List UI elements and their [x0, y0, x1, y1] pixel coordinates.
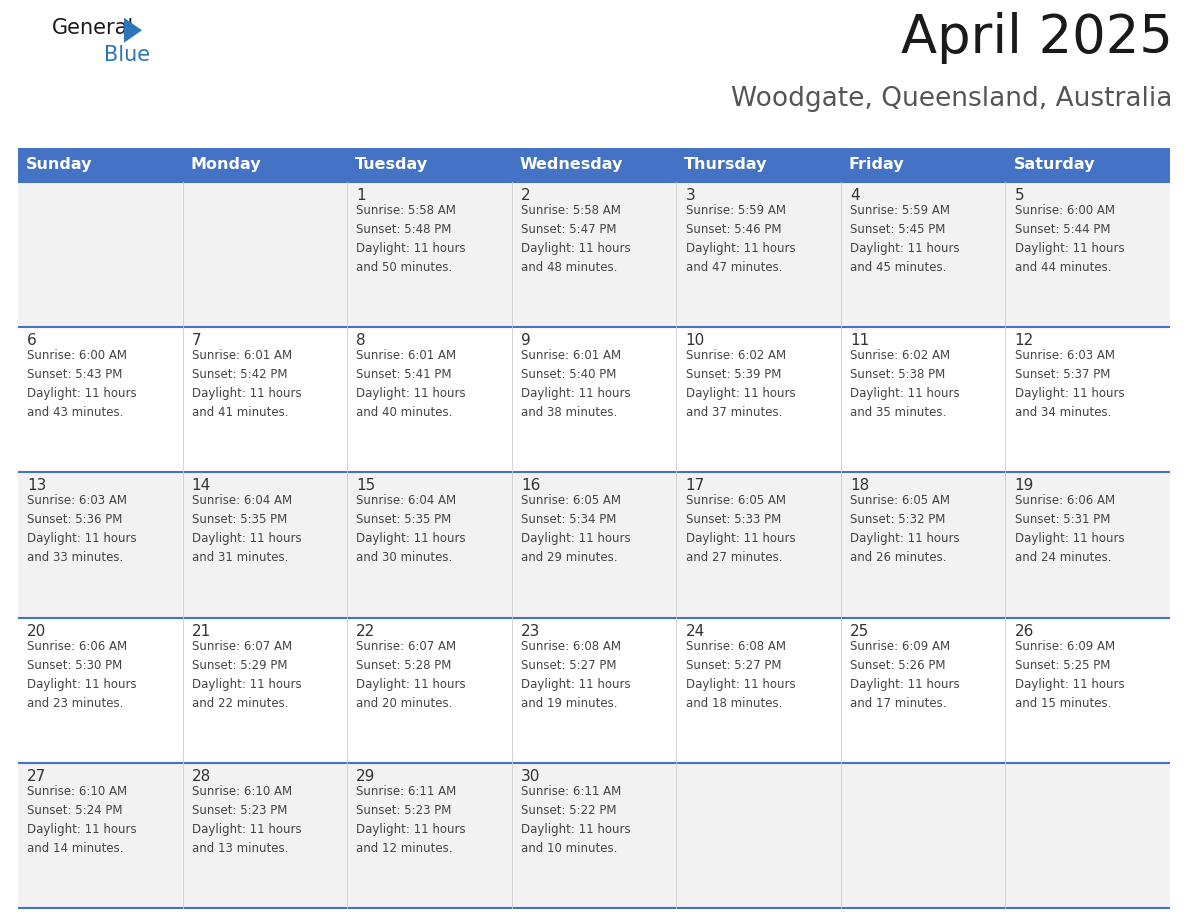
Text: 15: 15	[356, 478, 375, 494]
Text: Monday: Monday	[190, 158, 261, 173]
Text: Sunrise: 6:05 AM
Sunset: 5:33 PM
Daylight: 11 hours
and 27 minutes.: Sunrise: 6:05 AM Sunset: 5:33 PM Dayligh…	[685, 495, 795, 565]
Bar	[18, 182, 1170, 327]
Text: General: General	[52, 17, 134, 38]
Text: Sunrise: 6:02 AM
Sunset: 5:38 PM
Daylight: 11 hours
and 35 minutes.: Sunrise: 6:02 AM Sunset: 5:38 PM Dayligh…	[851, 349, 960, 420]
Text: Sunrise: 6:11 AM
Sunset: 5:23 PM
Daylight: 11 hours
and 12 minutes.: Sunrise: 6:11 AM Sunset: 5:23 PM Dayligh…	[356, 785, 466, 855]
Text: 9: 9	[520, 333, 531, 348]
Text: 19: 19	[1015, 478, 1034, 494]
Text: Sunrise: 6:08 AM
Sunset: 5:27 PM
Daylight: 11 hours
and 18 minutes.: Sunrise: 6:08 AM Sunset: 5:27 PM Dayligh…	[685, 640, 795, 710]
Bar	[183, 148, 347, 182]
Text: 3: 3	[685, 188, 695, 203]
Text: Sunrise: 6:10 AM
Sunset: 5:24 PM
Daylight: 11 hours
and 14 minutes.: Sunrise: 6:10 AM Sunset: 5:24 PM Dayligh…	[27, 785, 137, 855]
Text: 1: 1	[356, 188, 366, 203]
Bar	[512, 148, 676, 182]
Text: 12: 12	[1015, 333, 1034, 348]
Text: Sunrise: 6:03 AM
Sunset: 5:37 PM
Daylight: 11 hours
and 34 minutes.: Sunrise: 6:03 AM Sunset: 5:37 PM Dayligh…	[1015, 349, 1124, 420]
Text: 4: 4	[851, 188, 860, 203]
Text: Sunrise: 5:59 AM
Sunset: 5:45 PM
Daylight: 11 hours
and 45 minutes.: Sunrise: 5:59 AM Sunset: 5:45 PM Dayligh…	[851, 204, 960, 274]
Text: 14: 14	[191, 478, 211, 494]
Text: Sunrise: 6:09 AM
Sunset: 5:26 PM
Daylight: 11 hours
and 17 minutes.: Sunrise: 6:09 AM Sunset: 5:26 PM Dayligh…	[851, 640, 960, 710]
Bar	[18, 473, 1170, 618]
Text: Sunrise: 5:58 AM
Sunset: 5:47 PM
Daylight: 11 hours
and 48 minutes.: Sunrise: 5:58 AM Sunset: 5:47 PM Dayligh…	[520, 204, 631, 274]
Text: 16: 16	[520, 478, 541, 494]
Bar	[347, 148, 512, 182]
Text: 2: 2	[520, 188, 531, 203]
Text: Woodgate, Queensland, Australia: Woodgate, Queensland, Australia	[731, 86, 1173, 112]
Text: April 2025: April 2025	[901, 12, 1173, 64]
Text: 29: 29	[356, 769, 375, 784]
Text: Sunrise: 6:07 AM
Sunset: 5:28 PM
Daylight: 11 hours
and 20 minutes.: Sunrise: 6:07 AM Sunset: 5:28 PM Dayligh…	[356, 640, 466, 710]
Text: 26: 26	[1015, 623, 1034, 639]
Text: Sunrise: 6:11 AM
Sunset: 5:22 PM
Daylight: 11 hours
and 10 minutes.: Sunrise: 6:11 AM Sunset: 5:22 PM Dayligh…	[520, 785, 631, 855]
Text: 20: 20	[27, 623, 46, 639]
Text: Sunrise: 6:00 AM
Sunset: 5:44 PM
Daylight: 11 hours
and 44 minutes.: Sunrise: 6:00 AM Sunset: 5:44 PM Dayligh…	[1015, 204, 1124, 274]
Polygon shape	[124, 17, 143, 43]
Text: Sunrise: 6:01 AM
Sunset: 5:40 PM
Daylight: 11 hours
and 38 minutes.: Sunrise: 6:01 AM Sunset: 5:40 PM Dayligh…	[520, 349, 631, 420]
Bar	[1005, 148, 1170, 182]
Bar	[18, 148, 183, 182]
Text: Tuesday: Tuesday	[355, 158, 429, 173]
Text: Wednesday: Wednesday	[520, 158, 624, 173]
Text: Sunrise: 6:08 AM
Sunset: 5:27 PM
Daylight: 11 hours
and 19 minutes.: Sunrise: 6:08 AM Sunset: 5:27 PM Dayligh…	[520, 640, 631, 710]
Text: 11: 11	[851, 333, 870, 348]
Bar	[676, 148, 841, 182]
Text: Sunrise: 6:01 AM
Sunset: 5:41 PM
Daylight: 11 hours
and 40 minutes.: Sunrise: 6:01 AM Sunset: 5:41 PM Dayligh…	[356, 349, 466, 420]
Text: 22: 22	[356, 623, 375, 639]
Text: Sunrise: 6:05 AM
Sunset: 5:32 PM
Daylight: 11 hours
and 26 minutes.: Sunrise: 6:05 AM Sunset: 5:32 PM Dayligh…	[851, 495, 960, 565]
Bar	[18, 763, 1170, 908]
Text: 28: 28	[191, 769, 211, 784]
Text: Sunday: Sunday	[26, 158, 93, 173]
Text: Sunrise: 6:05 AM
Sunset: 5:34 PM
Daylight: 11 hours
and 29 minutes.: Sunrise: 6:05 AM Sunset: 5:34 PM Dayligh…	[520, 495, 631, 565]
Text: Sunrise: 6:02 AM
Sunset: 5:39 PM
Daylight: 11 hours
and 37 minutes.: Sunrise: 6:02 AM Sunset: 5:39 PM Dayligh…	[685, 349, 795, 420]
Text: Sunrise: 6:03 AM
Sunset: 5:36 PM
Daylight: 11 hours
and 33 minutes.: Sunrise: 6:03 AM Sunset: 5:36 PM Dayligh…	[27, 495, 137, 565]
Text: Sunrise: 6:06 AM
Sunset: 5:31 PM
Daylight: 11 hours
and 24 minutes.: Sunrise: 6:06 AM Sunset: 5:31 PM Dayligh…	[1015, 495, 1124, 565]
Text: Sunrise: 6:04 AM
Sunset: 5:35 PM
Daylight: 11 hours
and 30 minutes.: Sunrise: 6:04 AM Sunset: 5:35 PM Dayligh…	[356, 495, 466, 565]
Text: 6: 6	[27, 333, 37, 348]
Text: Sunrise: 6:01 AM
Sunset: 5:42 PM
Daylight: 11 hours
and 41 minutes.: Sunrise: 6:01 AM Sunset: 5:42 PM Dayligh…	[191, 349, 302, 420]
Text: Saturday: Saturday	[1013, 158, 1095, 173]
Bar	[18, 618, 1170, 763]
Text: 10: 10	[685, 333, 704, 348]
Text: 24: 24	[685, 623, 704, 639]
Bar	[841, 148, 1005, 182]
Text: 18: 18	[851, 478, 870, 494]
Text: 30: 30	[520, 769, 541, 784]
Text: Sunrise: 6:09 AM
Sunset: 5:25 PM
Daylight: 11 hours
and 15 minutes.: Sunrise: 6:09 AM Sunset: 5:25 PM Dayligh…	[1015, 640, 1124, 710]
Text: 23: 23	[520, 623, 541, 639]
Text: 25: 25	[851, 623, 870, 639]
Text: Sunrise: 5:58 AM
Sunset: 5:48 PM
Daylight: 11 hours
and 50 minutes.: Sunrise: 5:58 AM Sunset: 5:48 PM Dayligh…	[356, 204, 466, 274]
Text: Friday: Friday	[849, 158, 904, 173]
Text: Sunrise: 6:06 AM
Sunset: 5:30 PM
Daylight: 11 hours
and 23 minutes.: Sunrise: 6:06 AM Sunset: 5:30 PM Dayligh…	[27, 640, 137, 710]
Text: Sunrise: 5:59 AM
Sunset: 5:46 PM
Daylight: 11 hours
and 47 minutes.: Sunrise: 5:59 AM Sunset: 5:46 PM Dayligh…	[685, 204, 795, 274]
Bar	[18, 327, 1170, 473]
Text: 27: 27	[27, 769, 46, 784]
Text: Sunrise: 6:10 AM
Sunset: 5:23 PM
Daylight: 11 hours
and 13 minutes.: Sunrise: 6:10 AM Sunset: 5:23 PM Dayligh…	[191, 785, 302, 855]
Text: Blue: Blue	[105, 45, 150, 65]
Text: Sunrise: 6:04 AM
Sunset: 5:35 PM
Daylight: 11 hours
and 31 minutes.: Sunrise: 6:04 AM Sunset: 5:35 PM Dayligh…	[191, 495, 302, 565]
Text: 8: 8	[356, 333, 366, 348]
Text: 21: 21	[191, 623, 211, 639]
Text: Thursday: Thursday	[684, 158, 767, 173]
Text: 17: 17	[685, 478, 704, 494]
Text: Sunrise: 6:00 AM
Sunset: 5:43 PM
Daylight: 11 hours
and 43 minutes.: Sunrise: 6:00 AM Sunset: 5:43 PM Dayligh…	[27, 349, 137, 420]
Text: 13: 13	[27, 478, 46, 494]
Text: 7: 7	[191, 333, 202, 348]
Text: Sunrise: 6:07 AM
Sunset: 5:29 PM
Daylight: 11 hours
and 22 minutes.: Sunrise: 6:07 AM Sunset: 5:29 PM Dayligh…	[191, 640, 302, 710]
Text: 5: 5	[1015, 188, 1024, 203]
